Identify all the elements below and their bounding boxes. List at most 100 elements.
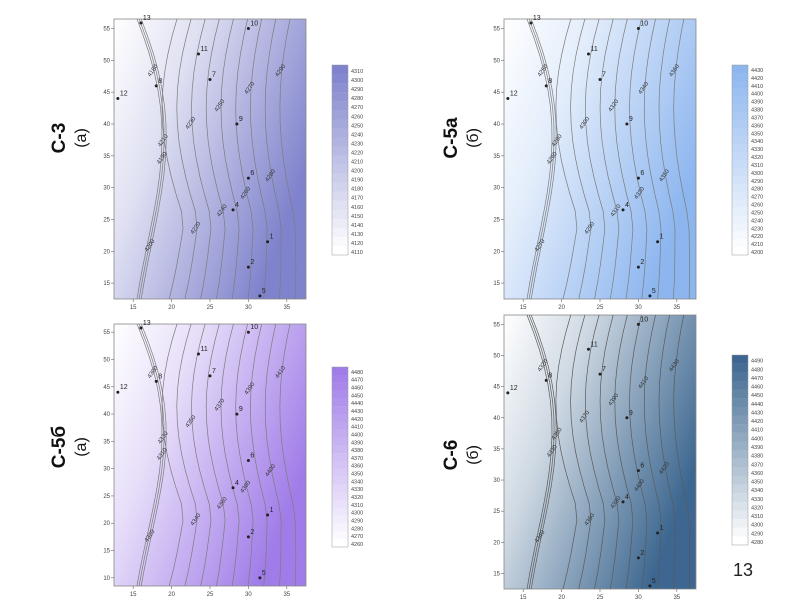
legend-label: 4480 [351, 370, 363, 376]
legend-swatch [332, 406, 348, 415]
legend-swatch [732, 72, 748, 82]
legend-label: 4150 [351, 214, 363, 220]
well-point [636, 322, 640, 326]
legend-label: 4220 [751, 234, 763, 240]
well-label: 11 [590, 341, 597, 348]
legend-label: 4370 [351, 456, 363, 462]
well-point [139, 326, 143, 330]
legend-label: 4340 [751, 488, 763, 494]
legend-label: 4340 [351, 479, 363, 485]
contour-line [176, 18, 198, 300]
y-tick-label: 15 [103, 549, 110, 555]
legend-label: 4460 [351, 385, 363, 391]
legend-label: 4280 [351, 96, 363, 102]
well-point [246, 27, 250, 31]
x-tick-label: 20 [558, 305, 565, 310]
legend-swatch [332, 515, 348, 524]
legend-label: 4140 [351, 223, 363, 229]
y-tick-label: 50 [493, 353, 500, 359]
legend-label: 4430 [751, 410, 763, 416]
legend-swatch [732, 441, 748, 451]
legend-swatch [332, 101, 348, 111]
well-label: 4 [235, 202, 239, 209]
well-label: 12 [510, 91, 518, 98]
well-label: 2 [250, 259, 254, 266]
legend-swatch [332, 146, 348, 156]
contour-line [220, 18, 240, 300]
panel-4-label: С-6 [441, 439, 462, 471]
contour-map-c6: 4320 4330 4340 4350 4360 4370 4380 4390 4400 4410… [493, 314, 763, 600]
legend-label: 4420 [751, 76, 763, 82]
legend-swatch [732, 475, 748, 485]
legend-swatch [332, 492, 348, 501]
legend-label: 4300 [751, 171, 763, 177]
legend-label: 4410 [751, 428, 763, 434]
legend-swatch [732, 112, 748, 121]
well-point [154, 84, 158, 88]
well-point [656, 240, 660, 244]
well-point [656, 531, 660, 535]
x-tick-label: 15 [520, 595, 527, 600]
legend-swatch [732, 467, 748, 477]
legend-label: 4410 [751, 84, 763, 90]
legend-label: 4240 [751, 218, 763, 224]
legend-label: 4250 [751, 210, 763, 216]
legend-label: 4390 [351, 440, 363, 446]
legend-label: 4280 [751, 187, 763, 193]
contour-line [235, 18, 254, 300]
legend-label: 4350 [351, 472, 363, 478]
well-point [235, 122, 239, 126]
legend-label: 4310 [351, 503, 363, 509]
well-label: 5 [652, 578, 656, 585]
x-tick-label: 35 [283, 592, 290, 598]
contour-line [530, 314, 557, 590]
legend-swatch [332, 110, 348, 120]
y-tick-label: 50 [493, 58, 500, 64]
well-label: 13 [533, 15, 541, 22]
legend-label: 4380 [351, 448, 363, 454]
well-point [648, 584, 652, 588]
x-tick-label: 30 [245, 592, 252, 598]
legend-label: 4260 [751, 203, 763, 209]
legend-label: 4250 [351, 123, 363, 129]
contour-line [136, 323, 163, 587]
well-label: 4 [625, 202, 629, 209]
panel-3-label: С-5б [49, 425, 70, 469]
panel-1-sub: (а) [73, 128, 90, 148]
y-tick-label: 40 [103, 412, 110, 418]
y-tick-label: 50 [103, 357, 110, 363]
contour-line [250, 18, 268, 300]
y-tick-label: 25 [103, 217, 110, 223]
x-tick-label: 35 [673, 305, 680, 310]
x-tick-label: 25 [597, 595, 604, 600]
well-point [648, 294, 652, 298]
legend-label: 4420 [351, 417, 363, 423]
legend-swatch [332, 476, 348, 485]
legend-label: 4430 [351, 409, 363, 415]
well-point [258, 576, 262, 580]
contour-line [673, 18, 690, 300]
well-point [231, 208, 235, 212]
legend-label: 4470 [751, 376, 763, 382]
panel-1-label: С-3 [49, 122, 70, 154]
legend-swatch [332, 507, 348, 516]
y-tick-label: 45 [103, 90, 110, 96]
legend-label: 4190 [351, 178, 363, 184]
legend-label: 4120 [351, 241, 363, 247]
legend-label: 4290 [751, 531, 763, 537]
y-tick-label: 45 [103, 385, 110, 391]
legend-swatch [732, 355, 748, 364]
legend-label: 4200 [351, 169, 363, 175]
legend-swatch [332, 374, 348, 383]
well-point [139, 21, 143, 25]
contour-line [220, 323, 240, 587]
legend-swatch [332, 128, 348, 138]
well-point [246, 176, 250, 180]
well-point [544, 378, 548, 382]
contour-line [530, 18, 557, 300]
legend-swatch [332, 164, 348, 174]
well-label: 11 [200, 46, 207, 53]
contour-map-c5a: 4250426042704280429043004310432043304340… [493, 15, 763, 310]
